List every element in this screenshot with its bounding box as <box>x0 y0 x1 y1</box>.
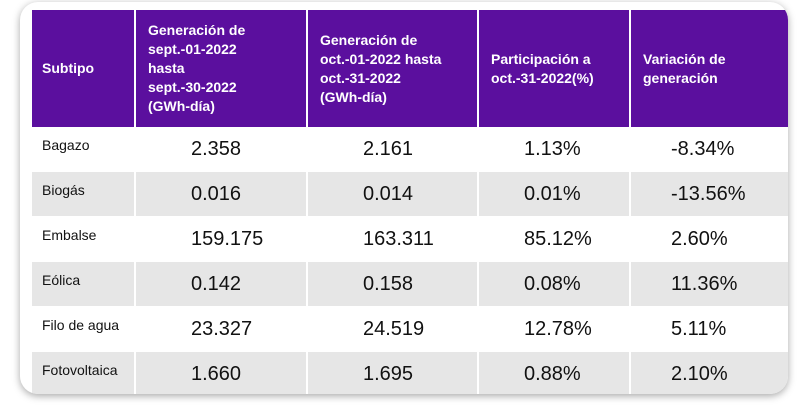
cell-oct-value: 0.014 <box>307 171 479 217</box>
cell-participacion: 0.01% <box>478 171 631 217</box>
cell-variacion: 2.10% <box>630 351 788 394</box>
cell-sept-value: 159.175 <box>135 216 308 262</box>
generation-table: Subtipo Generación de sept.-01-2022 hast… <box>32 10 788 394</box>
table-row: Biogás 0.016 0.014 0.01% -13.56% <box>32 171 788 217</box>
column-header-oct-generation: Generación de oct.-01-2022 hasta oct.-31… <box>307 10 479 127</box>
cell-subtipo: Fotovoltaica <box>32 351 136 394</box>
cell-participacion: 0.88% <box>478 351 631 394</box>
cell-variacion: -13.56% <box>630 171 788 217</box>
cell-sept-value: 0.142 <box>135 261 308 307</box>
column-header-participacion: Participación a oct.-31-2022(%) <box>478 10 631 127</box>
cell-subtipo: Biogás <box>32 171 136 217</box>
cell-variacion: 5.11% <box>630 306 788 352</box>
header-row: Subtipo Generación de sept.-01-2022 hast… <box>32 10 788 127</box>
cell-oct-value: 1.695 <box>307 351 479 394</box>
table-card: Subtipo Generación de sept.-01-2022 hast… <box>20 2 788 394</box>
cell-sept-value: 23.327 <box>135 306 308 352</box>
cell-sept-value: 1.660 <box>135 351 308 394</box>
cell-oct-value: 163.311 <box>307 216 479 262</box>
table-row: Embalse 159.175 163.311 85.12% 2.60% <box>32 216 788 262</box>
column-header-sept-generation: Generación de sept.-01-2022 hasta sept.-… <box>135 10 308 127</box>
table-row: Filo de agua 23.327 24.519 12.78% 5.11% <box>32 306 788 352</box>
cell-variacion: -8.34% <box>630 127 788 172</box>
cell-subtipo: Eólica <box>32 261 136 307</box>
cell-participacion: 1.13% <box>478 127 631 172</box>
column-header-subtipo: Subtipo <box>32 10 136 127</box>
column-header-variacion: Variación de generación <box>630 10 788 127</box>
cell-subtipo: Filo de agua <box>32 306 136 352</box>
cell-subtipo: Bagazo <box>32 127 136 172</box>
cell-sept-value: 0.016 <box>135 171 308 217</box>
table-row: Eólica 0.142 0.158 0.08% 11.36% <box>32 261 788 307</box>
cell-variacion: 11.36% <box>630 261 788 307</box>
cell-oct-value: 24.519 <box>307 306 479 352</box>
cell-subtipo: Embalse <box>32 216 136 262</box>
table-row: Fotovoltaica 1.660 1.695 0.88% 2.10% <box>32 351 788 394</box>
cell-participacion: 12.78% <box>478 306 631 352</box>
table-row: Bagazo 2.358 2.161 1.13% -8.34% <box>32 127 788 172</box>
cell-participacion: 0.08% <box>478 261 631 307</box>
cell-oct-value: 0.158 <box>307 261 479 307</box>
cell-oct-value: 2.161 <box>307 127 479 172</box>
cell-variacion: 2.60% <box>630 216 788 262</box>
cell-sept-value: 2.358 <box>135 127 308 172</box>
cell-participacion: 85.12% <box>478 216 631 262</box>
